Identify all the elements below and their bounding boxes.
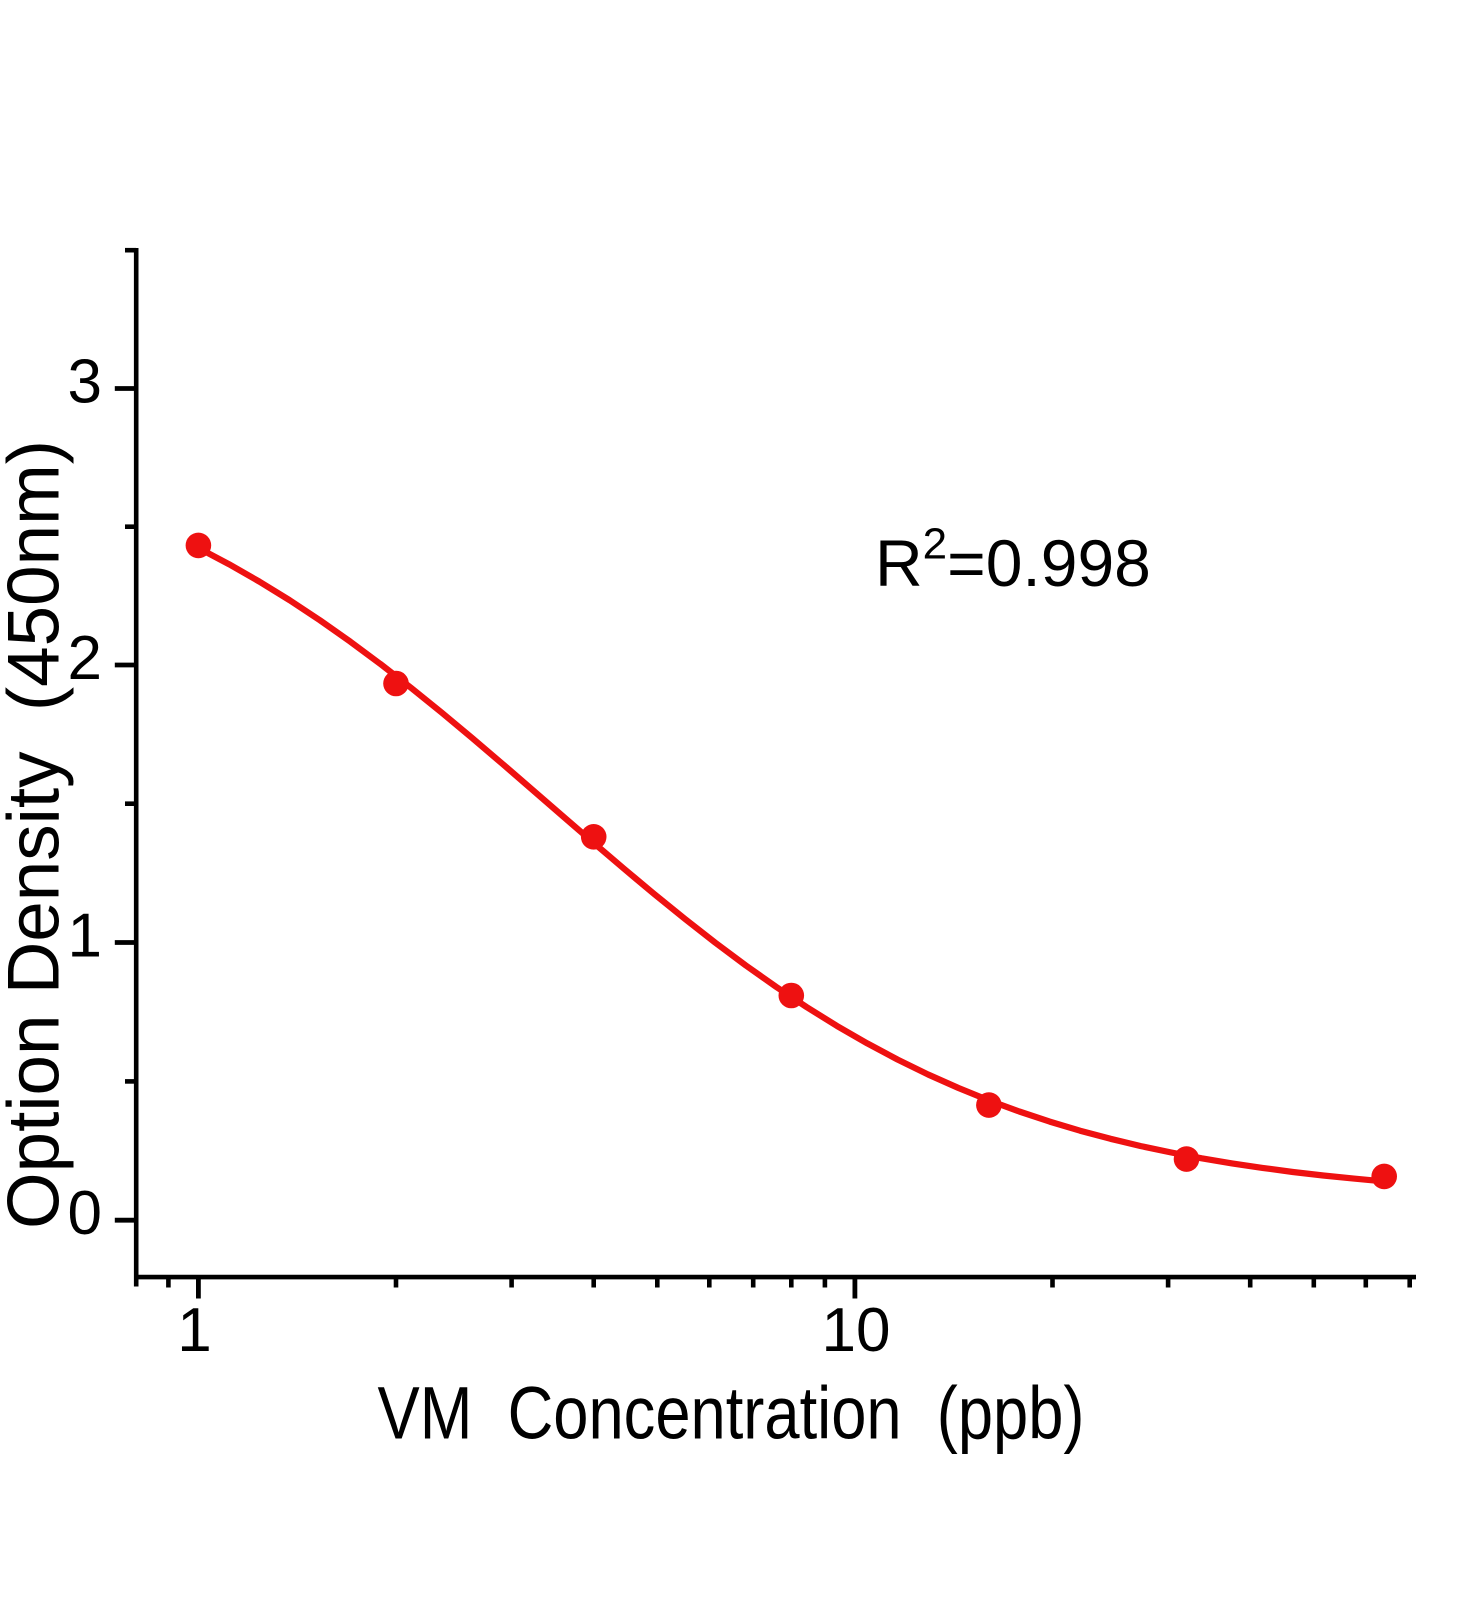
svg-text:1: 1	[68, 902, 102, 971]
svg-text:VM Concentration (ppb): VM Concentration (ppb)	[378, 1372, 1085, 1455]
svg-text:2: 2	[68, 624, 102, 693]
svg-text:10: 10	[822, 1296, 891, 1365]
svg-text:Option Density (450nm): Option Density (450nm)	[0, 440, 75, 1229]
svg-text:3: 3	[68, 348, 102, 417]
svg-text:R2=0.998: R2=0.998	[875, 520, 1151, 600]
svg-text:0: 0	[68, 1179, 102, 1248]
svg-text:1: 1	[177, 1296, 211, 1365]
